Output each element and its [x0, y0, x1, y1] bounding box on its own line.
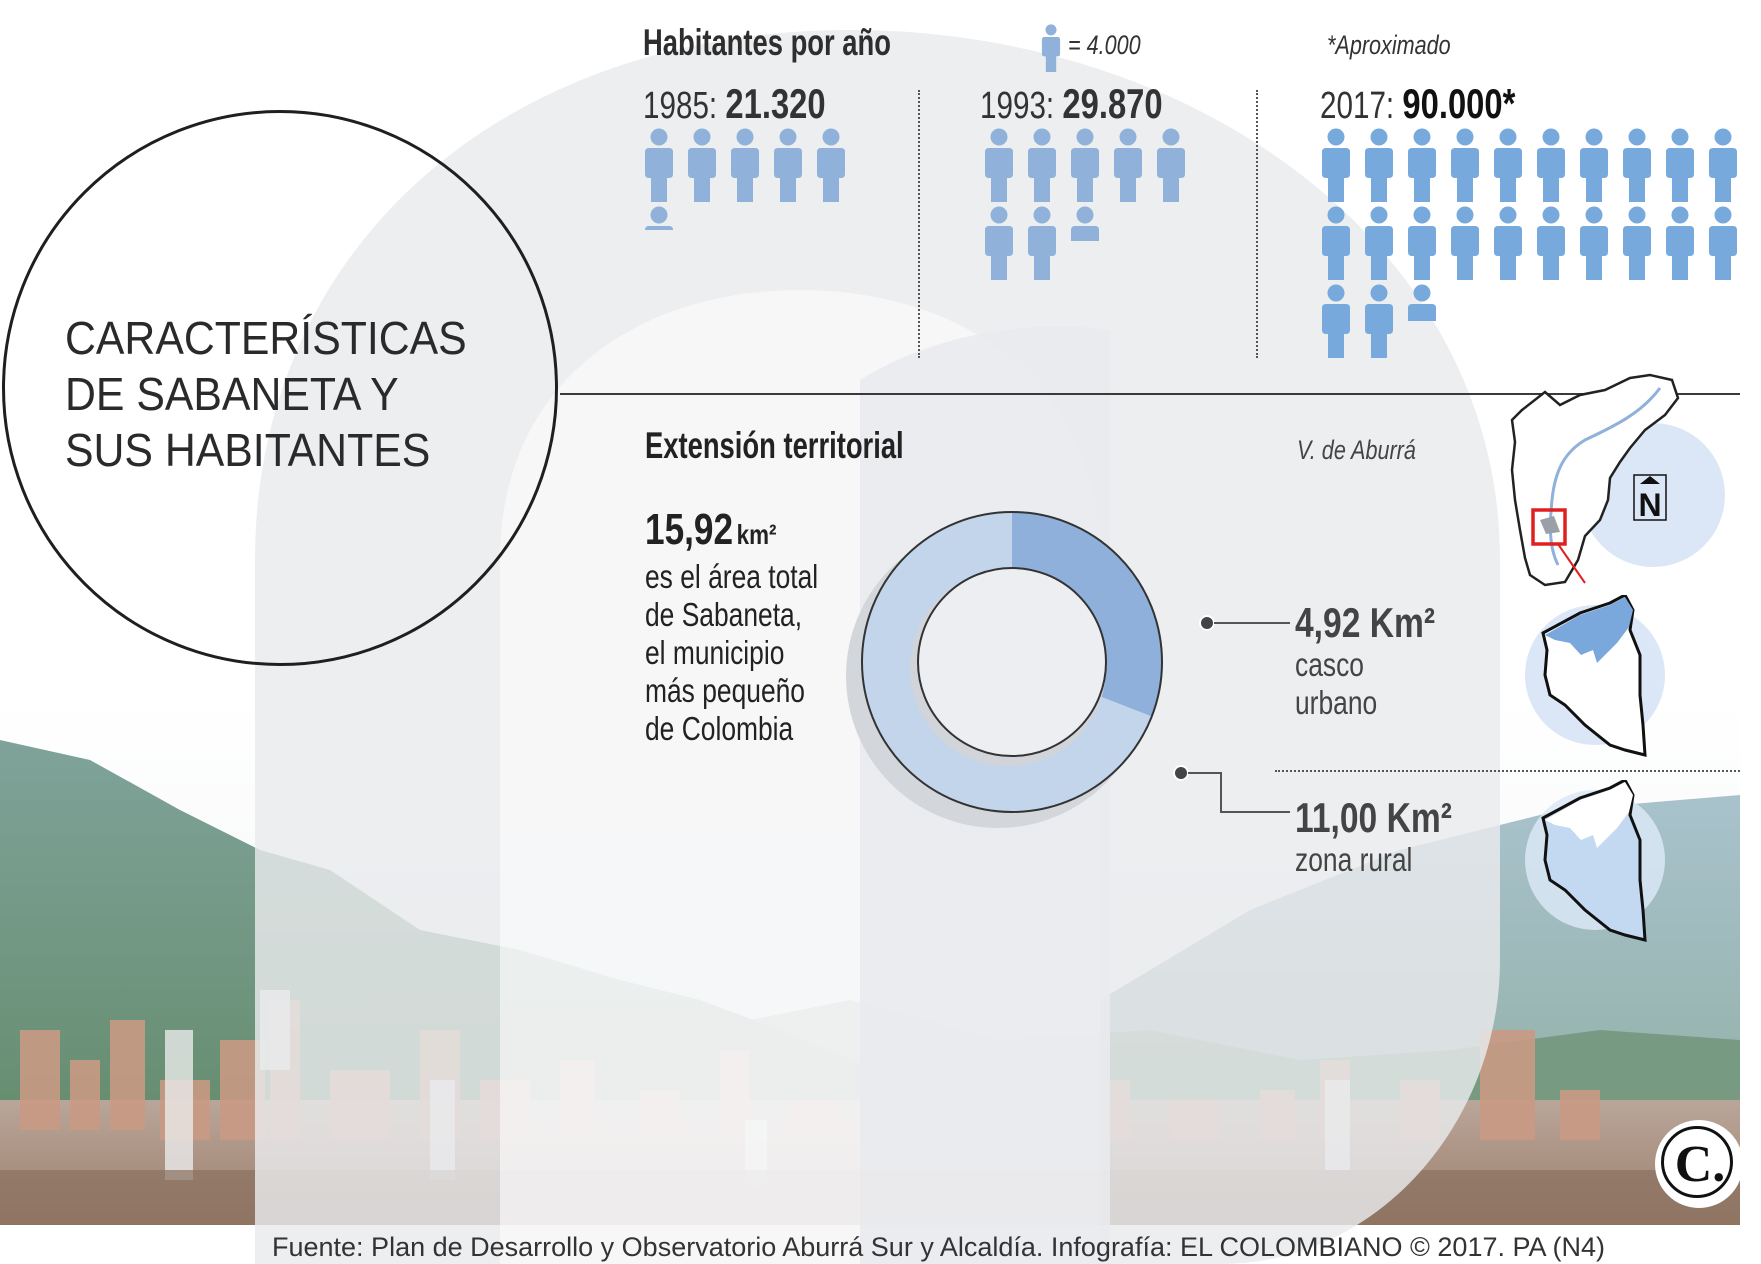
north-arrow-icon: N	[1633, 474, 1667, 523]
rural-area-label: 11,00 Km² zona rural	[1295, 795, 1452, 879]
person-icon	[1492, 128, 1524, 202]
person-icon	[1449, 128, 1481, 202]
person-icon	[1535, 206, 1567, 280]
legend-text: = 4.000	[1068, 30, 1141, 60]
person-icon	[1069, 206, 1101, 280]
sabaneta-locator-box	[1531, 508, 1567, 546]
title-line-3: SUS HABITANTES	[65, 424, 431, 476]
pictogram-1985	[643, 128, 883, 358]
source-credit: Fuente: Plan de Desarrollo y Observatori…	[272, 1232, 1606, 1262]
total-area-value: 15,92	[645, 505, 734, 554]
year-label: 1985:	[643, 85, 718, 127]
map-label: V. de Aburrá	[1297, 435, 1416, 465]
urban-leader-dot	[1199, 615, 1215, 631]
person-icon	[1664, 128, 1696, 202]
person-icon	[1155, 128, 1187, 202]
person-icon	[1026, 206, 1058, 280]
urban-area-label: 4,92 Km² casco urbano	[1295, 600, 1435, 722]
total-area-description: es el área total de Sabaneta, el municip…	[645, 558, 818, 748]
year-label: 1993:	[980, 85, 1055, 127]
person-icon	[1449, 206, 1481, 280]
person-icon	[1320, 284, 1352, 358]
territory-heading: Extensión territorial	[645, 425, 904, 466]
person-icon	[1320, 206, 1352, 280]
person-icon	[1363, 284, 1395, 358]
el-colombiano-logo: C.	[1655, 1120, 1743, 1208]
pictogram-2017	[1320, 128, 1760, 368]
svg-text:N: N	[1638, 487, 1661, 523]
person-icon	[1406, 284, 1438, 358]
year-label: 2017:	[1320, 85, 1395, 127]
column-divider	[1256, 90, 1258, 358]
year-1985-label: 1985: 21.320	[643, 80, 826, 128]
description-line: de Sabaneta,	[645, 596, 803, 633]
person-icon	[1363, 206, 1395, 280]
person-icon	[1492, 206, 1524, 280]
person-icon	[1621, 128, 1653, 202]
person-icon	[815, 128, 847, 202]
year-2017-label: 2017: 90.000*	[1320, 80, 1515, 128]
description-line: es el área total	[645, 558, 819, 595]
logo-text: C.	[1674, 1136, 1726, 1193]
section-divider	[560, 393, 1740, 395]
area-donut-chart	[846, 511, 1290, 828]
person-icon	[1038, 24, 1064, 77]
year-value: 90.000*	[1402, 80, 1516, 127]
approximate-note: *Aproximado	[1327, 30, 1451, 60]
person-icon	[1535, 128, 1567, 202]
person-icon	[1026, 128, 1058, 202]
person-icon	[1578, 128, 1610, 202]
year-value: 29.870	[1062, 80, 1163, 127]
urban-area-desc: urbano	[1295, 684, 1378, 721]
dotted-separator	[1275, 770, 1740, 772]
page-title: CARACTERÍSTICAS DE SABANETA Y SUS HABITA…	[65, 310, 467, 478]
person-icon	[1363, 128, 1395, 202]
person-icon	[1112, 128, 1144, 202]
person-icon	[1406, 206, 1438, 280]
person-icon	[1707, 128, 1739, 202]
population-heading: Habitantes por año	[643, 22, 891, 63]
description-line: el municipio	[645, 634, 785, 671]
person-icon	[1069, 128, 1101, 202]
total-area-unit: km²	[736, 519, 777, 550]
person-icon	[686, 128, 718, 202]
year-1993-label: 1993: 29.870	[980, 80, 1163, 128]
rural-area-value: 11,00 Km²	[1295, 794, 1452, 841]
title-circle	[2, 110, 558, 666]
person-icon	[643, 128, 675, 202]
total-area: 15,92 km²	[645, 505, 776, 555]
year-value: 21.320	[725, 80, 826, 127]
rural-area-desc: zona rural	[1295, 841, 1413, 878]
person-icon	[772, 128, 804, 202]
valle-aburra-map: N	[1510, 373, 1725, 587]
person-icon	[1621, 206, 1653, 280]
urban-area-desc: casco	[1295, 646, 1364, 683]
person-icon	[1406, 128, 1438, 202]
urban-area-value: 4,92 Km²	[1295, 599, 1436, 646]
description-line: de Colombia	[645, 710, 794, 747]
title-line-1: CARACTERÍSTICAS	[65, 312, 467, 364]
person-icon	[643, 206, 675, 280]
description-line: más pequeño	[645, 672, 805, 709]
person-icon	[1320, 128, 1352, 202]
person-icon	[1578, 206, 1610, 280]
urban-area-map	[1525, 595, 1665, 757]
pictogram-1993	[983, 128, 1223, 358]
person-icon	[983, 128, 1015, 202]
person-icon	[983, 206, 1015, 280]
title-line-2: DE SABANETA Y	[65, 368, 399, 420]
person-icon	[1707, 206, 1739, 280]
rural-leader-dot	[1173, 765, 1189, 781]
rural-area-map	[1525, 780, 1665, 942]
person-icon	[1664, 206, 1696, 280]
column-divider	[918, 90, 920, 358]
person-icon	[729, 128, 761, 202]
